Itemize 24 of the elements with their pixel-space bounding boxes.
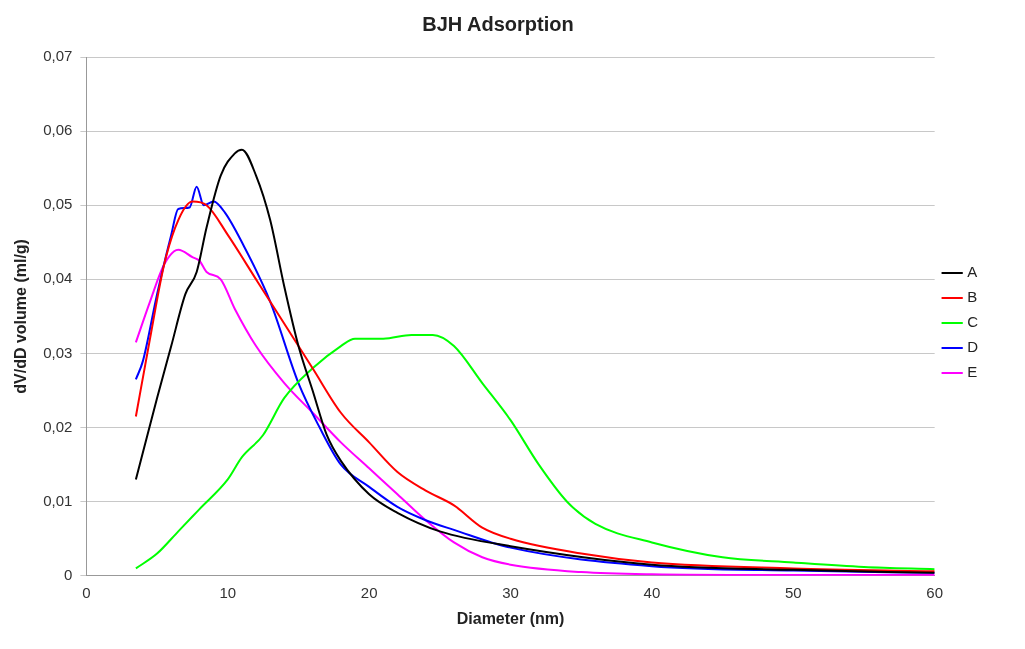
x-tick-label: 20 [360, 583, 378, 601]
y-tick-label: 0,05 [43, 195, 73, 213]
x-tick-label: 30 [502, 583, 519, 601]
x-tick-label: 60 [926, 583, 944, 601]
x-tick-label: 10 [219, 583, 237, 601]
legend-label: A [967, 263, 978, 281]
x-tick-label: 0 [82, 583, 91, 601]
y-axis-title: dV/dD volume (ml/g) [12, 239, 30, 394]
x-axis-title: Diameter (nm) [456, 609, 565, 627]
x-tick-label: 40 [643, 583, 661, 601]
x-tick-label: 50 [784, 583, 802, 601]
y-tick-label: 0,03 [43, 343, 73, 361]
y-tick-label: 0 [64, 565, 73, 583]
y-tick-label: 0,06 [43, 121, 73, 139]
legend-label: B [967, 288, 978, 306]
y-tick-label: 0,01 [43, 491, 73, 509]
legend-label: E [967, 363, 978, 381]
legend-label: C [967, 313, 979, 331]
y-tick-label: 0,02 [43, 417, 73, 435]
legend-label: D [967, 338, 979, 356]
chart-title: BJH Adsorption [422, 12, 574, 35]
y-tick-label: 0,07 [43, 47, 73, 65]
y-tick-label: 0,04 [43, 269, 73, 287]
line-series [134, 333, 935, 571]
